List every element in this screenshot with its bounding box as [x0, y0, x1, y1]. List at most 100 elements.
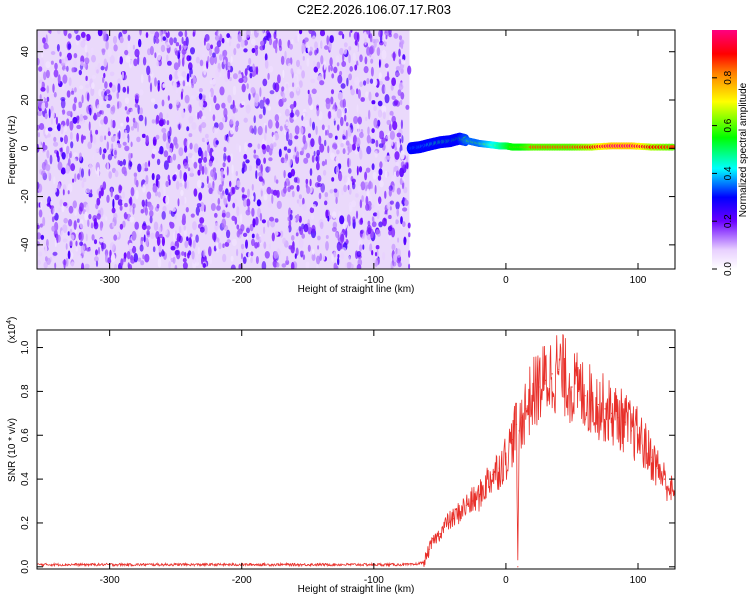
noise-cell: [103, 58, 108, 68]
noise-cell: [162, 36, 167, 41]
noise-cell: [188, 237, 192, 246]
noise-cell: [55, 116, 59, 125]
noise-cell: [56, 183, 62, 190]
noise-cell: [166, 54, 169, 63]
noise-cell: [301, 145, 305, 154]
noise-cell: [325, 241, 329, 251]
noise-cell: [113, 44, 118, 52]
noise-cell: [307, 89, 310, 95]
noise-cell: [407, 65, 412, 75]
noise-cell: [148, 204, 154, 211]
noise-cell: [141, 133, 146, 138]
noise-cell: [67, 250, 71, 260]
snr-data-point: [650, 456, 652, 458]
noise-cell: [384, 30, 390, 37]
noise-cell: [170, 257, 174, 263]
noise-cell: [140, 260, 145, 266]
noise-cell: [299, 227, 304, 235]
noise-cell: [133, 58, 138, 67]
noise-cell: [377, 175, 382, 181]
noise-cell: [52, 207, 56, 217]
noise-cell: [188, 115, 194, 124]
noise-cell: [40, 200, 43, 210]
noise-cell: [174, 230, 178, 240]
noise-cell: [289, 214, 293, 221]
noise-cell: [110, 253, 116, 263]
noise-cell: [250, 38, 256, 46]
noise-cell: [82, 177, 87, 183]
noise-cell: [370, 66, 374, 77]
noise-cell: [301, 43, 306, 53]
noise-cell: [174, 249, 180, 256]
noise-cell: [351, 200, 357, 208]
noise-cell: [335, 156, 340, 163]
colorbar-tick-label: 0.2: [723, 214, 734, 228]
noise-cell: [289, 104, 295, 110]
noise-cell: [270, 228, 276, 233]
noise-cell: [145, 32, 149, 38]
noise-cell: [149, 30, 155, 34]
noise-cell: [333, 66, 338, 74]
noise-cell: [92, 74, 96, 80]
noise-cell: [300, 241, 303, 249]
noise-cell: [251, 195, 255, 201]
snr-data-point: [591, 399, 593, 401]
noise-cell: [83, 63, 87, 68]
noise-cell: [157, 80, 160, 86]
noise-cell: [140, 74, 144, 84]
noise-cell: [185, 36, 189, 47]
noise-cell: [359, 199, 363, 209]
noise-cell: [144, 167, 149, 172]
noise-cell: [296, 68, 302, 75]
noise-cell: [268, 148, 273, 156]
noise-cell: [100, 119, 105, 125]
noise-cell: [212, 172, 218, 181]
noise-cell: [255, 256, 259, 264]
noise-cell: [211, 232, 217, 241]
noise-cell: [204, 34, 210, 42]
noise-cell: [155, 134, 160, 140]
noise-cell: [146, 191, 152, 200]
noise-cell: [339, 70, 343, 76]
noise-cell: [385, 155, 391, 160]
noise-cell: [180, 189, 184, 197]
noise-cell: [218, 242, 222, 250]
noise-cell: [393, 171, 397, 177]
noise-cell: [146, 65, 151, 76]
noise-cell: [330, 89, 335, 95]
noise-cell: [391, 77, 396, 86]
noise-cell: [126, 205, 129, 215]
noise-cell: [274, 218, 279, 223]
noise-cell: [175, 142, 179, 149]
noise-cell: [81, 181, 85, 189]
noise-cell: [347, 157, 350, 168]
noise-cell: [383, 38, 389, 46]
snr-data-point: [175, 564, 177, 566]
noise-cell: [310, 214, 315, 220]
noise-cell: [113, 234, 118, 241]
noise-cell: [289, 185, 295, 190]
noise-cell: [149, 45, 154, 56]
noise-cell: [379, 180, 384, 188]
snr-data-point: [597, 404, 600, 406]
noise-cell: [142, 184, 146, 193]
noise-cell: [264, 251, 270, 259]
noise-cell: [124, 145, 130, 152]
noise-cell: [281, 263, 287, 268]
colorbar-label: Normalized spectral amplitude: [738, 82, 749, 217]
noise-cell: [60, 136, 64, 143]
noise-cell: [70, 90, 75, 95]
noise-cell: [203, 156, 208, 163]
noise-cell: [210, 111, 213, 118]
noise-cell: [392, 261, 397, 267]
noise-cell: [295, 83, 300, 92]
noise-cell: [40, 87, 46, 92]
noise-cell: [63, 217, 68, 224]
noise-cell: [165, 180, 169, 188]
noise-cell: [356, 251, 362, 258]
noise-cell: [294, 253, 297, 259]
noise-cell: [39, 94, 42, 101]
noise-cell: [45, 61, 51, 69]
noise-cell: [281, 97, 287, 103]
snr-data-point: [611, 412, 613, 414]
